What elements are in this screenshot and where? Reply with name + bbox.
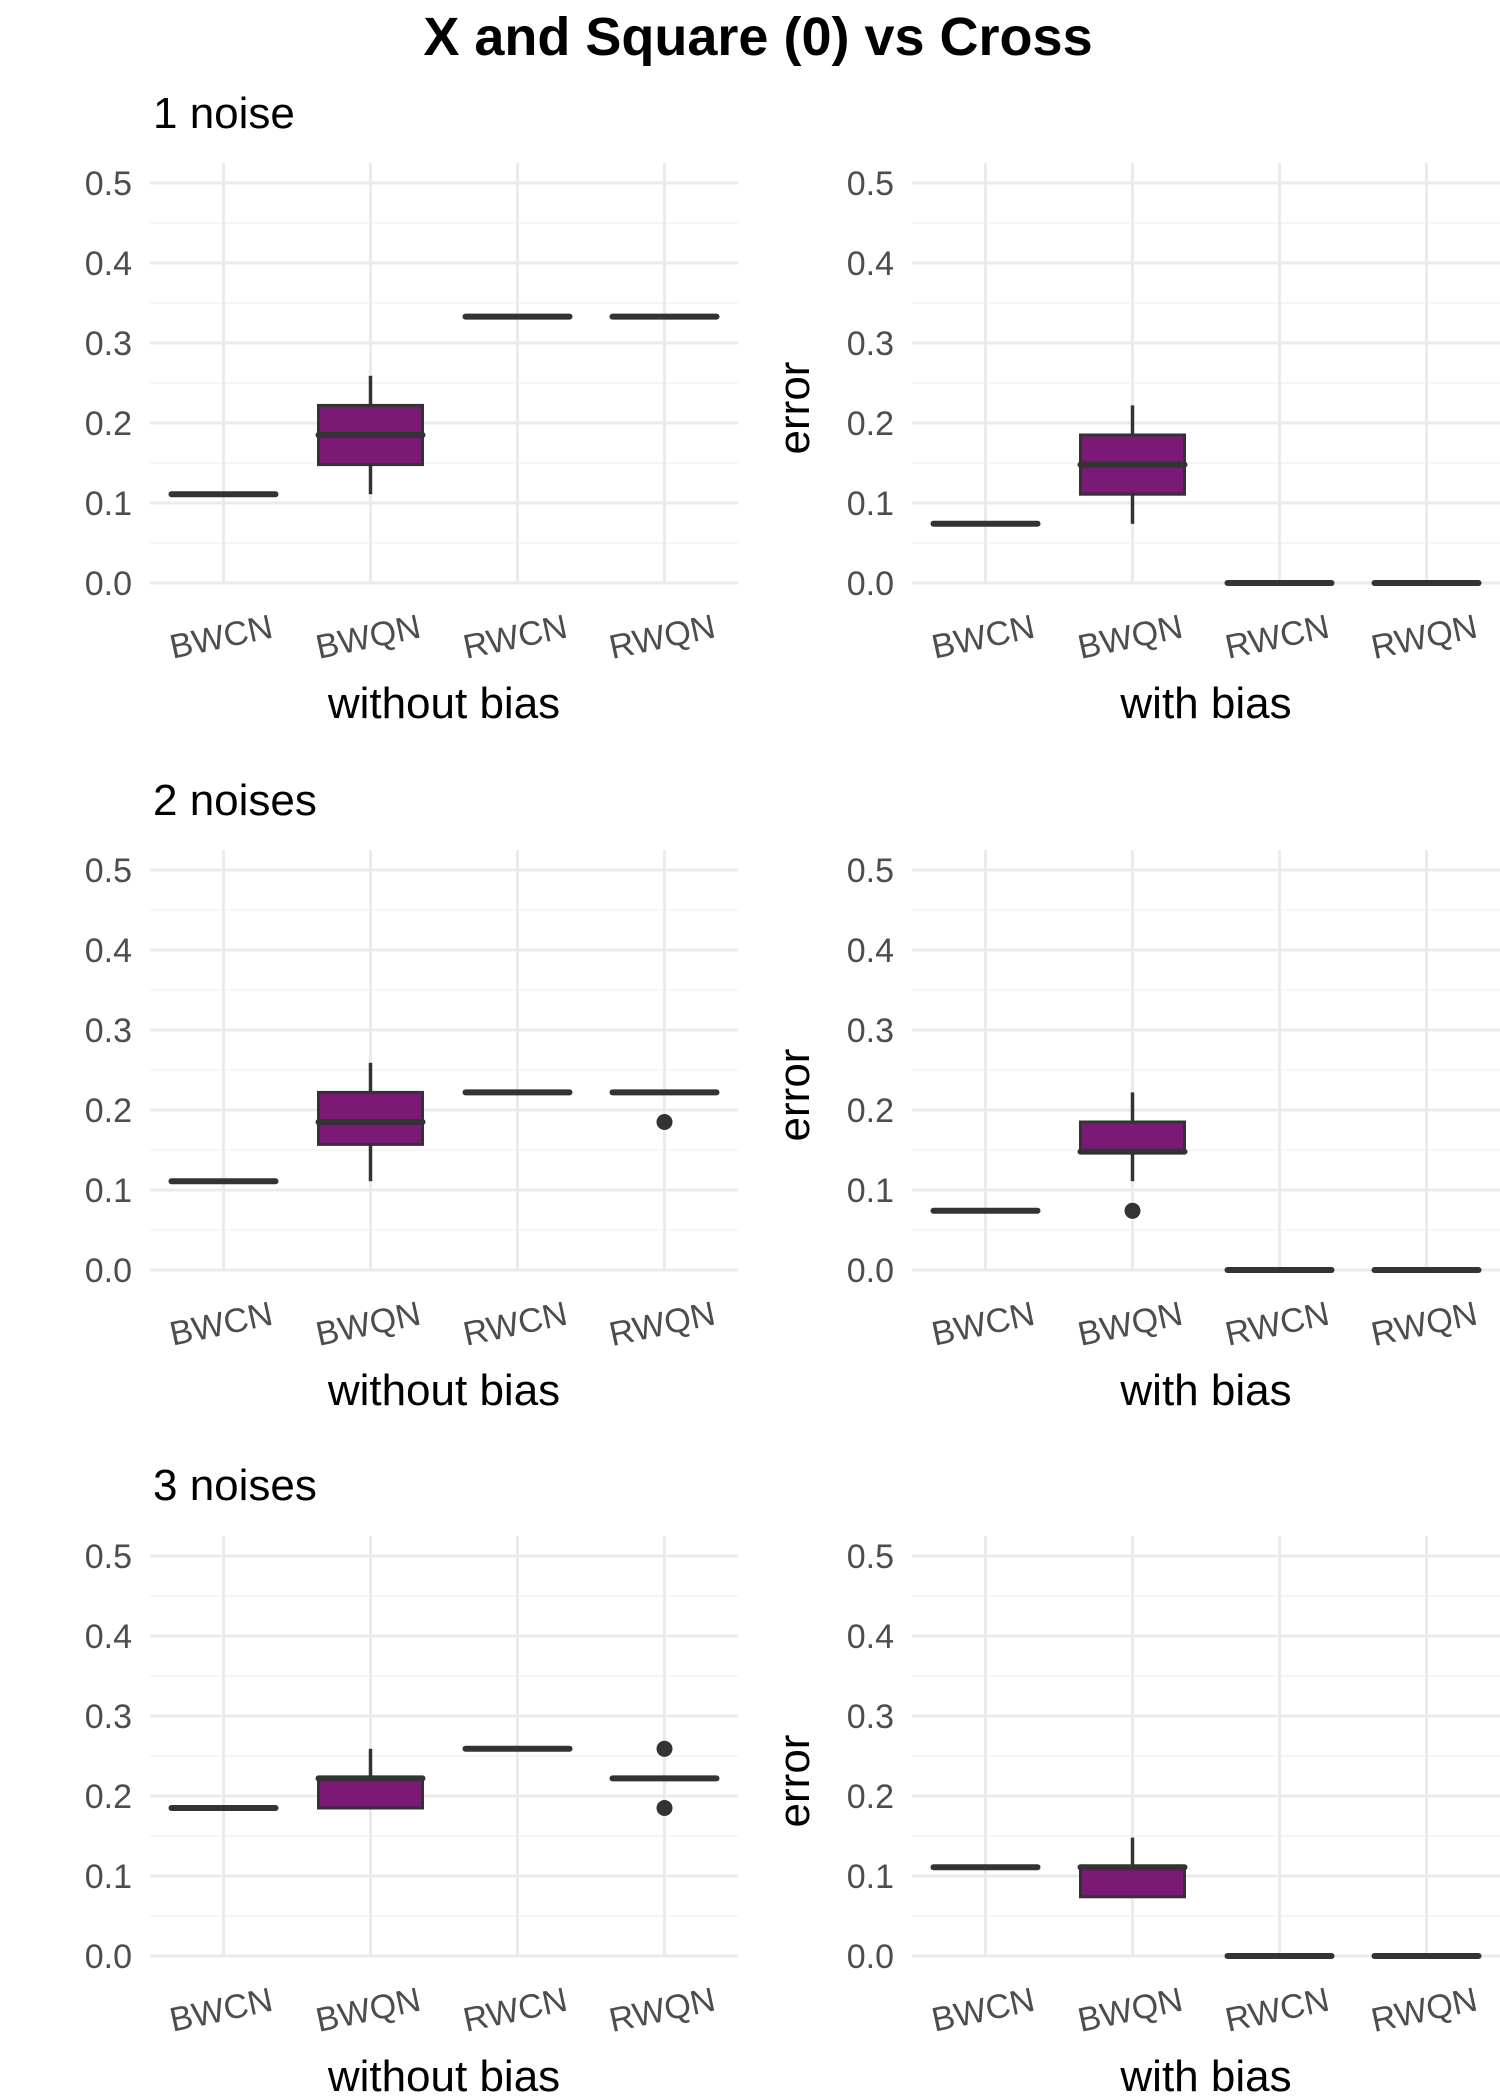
x-axis-title: with bias	[1119, 2052, 1291, 2100]
x-axis-title: without bias	[327, 679, 560, 728]
y-tick-label: 0.1	[847, 1858, 894, 1896]
y-tick-label: 0.3	[847, 1012, 894, 1050]
y-tick-label: 0.4	[847, 1618, 894, 1656]
panel-6: 0.0 0.1 0.2 0.3 0.4 0.5 BWCN BWQN RWCN RWQN with b…	[770, 1536, 1500, 2100]
x-tick-label: BWQN	[1075, 1295, 1186, 1354]
y-tick-label: 0.5	[847, 165, 894, 203]
y-tick-label: 0.3	[847, 1698, 894, 1736]
x-tick-label: BWCN	[928, 1295, 1038, 1354]
y-tick-label: 0.1	[85, 485, 132, 523]
x-tick-label: RWCN	[460, 608, 571, 667]
y-tick-label: 0.2	[85, 1092, 132, 1130]
box-bwqn	[1077, 405, 1188, 524]
box-bwqn	[315, 1748, 426, 1810]
box-bwqn	[1077, 1837, 1188, 1899]
x-tick-label: RWQN	[1368, 608, 1481, 667]
box-bwqn	[315, 1062, 426, 1182]
x-tick-label: BWQN	[313, 608, 424, 667]
row-title: 3 noises	[153, 1461, 317, 1510]
x-axis-title: without bias	[327, 1366, 560, 1415]
y-tick-label: 0.5	[85, 852, 132, 890]
outlier-point	[656, 1800, 673, 1816]
x-tick-label: RWCN	[1222, 608, 1333, 667]
box-body	[317, 1090, 424, 1146]
y-tick-label: 0.2	[847, 1778, 894, 1816]
panel-2: 0.0 0.1 0.2 0.3 0.4 0.5 BWCN BWQN RWCN RWQN with b…	[770, 163, 1500, 728]
panel-4: 0.0 0.1 0.2 0.3 0.4 0.5 BWCN BWQN RWCN RWQN with b…	[770, 850, 1500, 1415]
y-tick-label: 0.2	[85, 1778, 132, 1816]
x-tick-label: RWQN	[1368, 1295, 1481, 1354]
box-body	[1079, 1865, 1186, 1899]
x-tick-label: RWQN	[606, 1981, 719, 2040]
x-tick-label: RWCN	[460, 1295, 571, 1354]
figure-title: X and Square (0) vs Cross	[423, 7, 1092, 67]
outlier-point	[656, 1740, 673, 1757]
box-body	[317, 1776, 424, 1810]
y-tick-label: 0.2	[847, 405, 894, 443]
y-tick-label: 0.0	[85, 565, 132, 603]
y-tick-label: 0.3	[847, 325, 894, 363]
y-tick-label: 0.5	[85, 165, 132, 203]
y-axis-title: error	[770, 362, 819, 455]
x-tick-label: BWQN	[313, 1295, 424, 1354]
panel-3: 2 noises 0.0 0.1 0.2 0.3 0.4 0.5 BWCN BWQN RWCN RW…	[85, 776, 738, 1415]
x-tick-label: BWQN	[1075, 608, 1186, 667]
y-tick-label: 0.1	[847, 1172, 894, 1210]
y-tick-label: 0.5	[847, 1538, 894, 1576]
y-tick-label: 0.4	[85, 932, 132, 970]
box-bwqn	[1077, 1092, 1188, 1219]
panel-5: 3 noises 0.0 0.1 0.2 0.3 0.4 0.5 BWCN BWQN RWCN RW…	[85, 1461, 738, 2100]
x-tick-label: BWCN	[166, 1981, 276, 2040]
box-body	[1079, 1120, 1186, 1154]
y-tick-label: 0.2	[85, 405, 132, 443]
x-tick-label: BWCN	[928, 608, 1038, 667]
y-tick-label: 0.3	[85, 1012, 132, 1050]
panels-container: 1 noise 0.0 0.1 0.2 0.3 0.4 0.5 BWCN BWQN RWCN RWQ…	[85, 89, 1500, 2100]
x-tick-label: RWCN	[1222, 1981, 1333, 2040]
y-tick-label: 0.5	[85, 1538, 132, 1576]
x-axis-title: without bias	[327, 2052, 560, 2100]
y-axis-title: error	[770, 1049, 819, 1142]
x-tick-label: RWCN	[460, 1981, 571, 2040]
x-axis-title: with bias	[1119, 1366, 1291, 1415]
x-tick-label: RWQN	[606, 608, 719, 667]
y-tick-label: 0.1	[85, 1858, 132, 1896]
x-tick-label: RWQN	[1368, 1981, 1481, 2040]
y-tick-label: 0.0	[847, 565, 894, 603]
y-axis-title: error	[770, 1735, 819, 1828]
x-tick-label: RWQN	[606, 1295, 719, 1354]
y-tick-label: 0.0	[85, 1938, 132, 1976]
x-tick-label: BWCN	[166, 608, 276, 667]
y-tick-label: 0.4	[847, 932, 894, 970]
x-tick-label: BWQN	[313, 1981, 424, 2040]
x-axis-title: with bias	[1119, 679, 1291, 728]
y-tick-label: 0.4	[85, 1618, 132, 1656]
y-tick-label: 0.0	[85, 1252, 132, 1290]
x-tick-label: BWCN	[166, 1295, 276, 1354]
y-tick-label: 0.0	[847, 1252, 894, 1290]
row-title: 1 noise	[153, 89, 295, 138]
y-tick-label: 0.4	[847, 245, 894, 283]
y-tick-label: 0.5	[847, 852, 894, 890]
box-rwqn	[609, 1089, 720, 1130]
x-tick-label: BWQN	[1075, 1981, 1186, 2040]
x-tick-label: RWCN	[1222, 1295, 1333, 1354]
box-rwqn	[609, 1740, 720, 1816]
y-tick-label: 0.4	[85, 245, 132, 283]
y-tick-label: 0.0	[847, 1938, 894, 1976]
panel-1: 1 noise 0.0 0.1 0.2 0.3 0.4 0.5 BWCN BWQN RWCN RWQ…	[85, 89, 738, 728]
row-title: 2 noises	[153, 776, 317, 825]
outlier-point	[656, 1114, 673, 1130]
y-tick-label: 0.2	[847, 1092, 894, 1130]
outlier-point	[1124, 1202, 1141, 1219]
y-tick-label: 0.3	[85, 1698, 132, 1736]
y-tick-label: 0.1	[847, 485, 894, 523]
x-tick-label: BWCN	[928, 1981, 1038, 2040]
y-tick-label: 0.3	[85, 325, 132, 363]
y-tick-label: 0.1	[85, 1172, 132, 1210]
box-bwqn	[315, 375, 426, 495]
